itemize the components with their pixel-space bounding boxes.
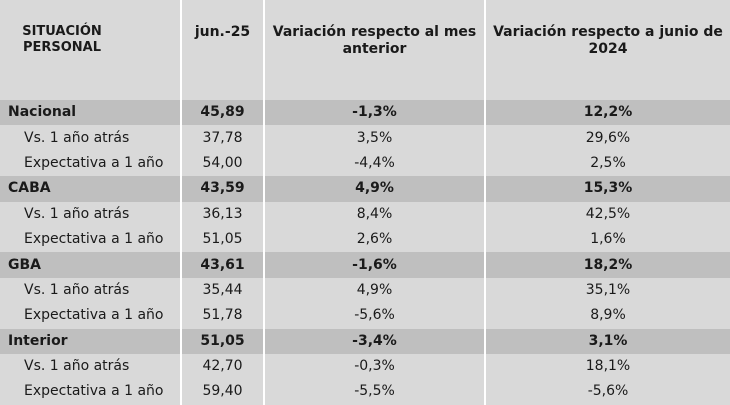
table-row: Expectativa a 1 año 54,00 -4,4% 2,5%	[0, 150, 730, 177]
table-body: Nacional 45,89 -1,3% 12,2% Vs. 1 año atr…	[0, 100, 730, 405]
row-var-anual: -5,6%	[587, 383, 629, 400]
table-row-caba: CABA 43,59 4,9% 15,3%	[0, 176, 730, 202]
row-label: Interior	[0, 328, 182, 354]
row-var-mes: -0,3%	[264, 353, 486, 380]
row-var-anual: 42,5%	[585, 205, 631, 222]
table-row: Vs. 1 año atrás 35,44 4,9% 35,1%	[0, 277, 730, 304]
table-header: SITUACIÓN PERSONAL jun.-25 Variación res…	[0, 0, 730, 100]
row-label: Vs. 1 año atrás	[0, 201, 182, 227]
row-label: Nacional	[0, 100, 182, 126]
row-var-anual: 2,5%	[590, 154, 626, 171]
row-var-mes: 8,4%	[264, 201, 486, 227]
row-var-anual: 35,1%	[585, 281, 631, 298]
table-row: Vs. 1 año atrás 36,13 8,4% 42,5%	[0, 201, 730, 227]
row-var-anual: 29,6%	[585, 129, 631, 146]
table-row: Expectativa a 1 año 51,78 -5,6% 8,9%	[0, 303, 730, 329]
row-value: 45,89	[181, 100, 265, 126]
row-value: 43,59	[181, 176, 265, 202]
row-var-mes: -3,4%	[264, 328, 486, 354]
row-var-anual: 18,1%	[585, 358, 631, 375]
table-row: Expectativa a 1 año 59,40 -5,5% -5,6%	[0, 379, 730, 405]
row-label: Expectativa a 1 año	[0, 303, 182, 329]
row-value: 36,13	[181, 201, 265, 227]
row-var-mes: -5,6%	[264, 303, 486, 329]
header-period: jun.-25	[181, 0, 265, 100]
row-label: Expectativa a 1 año	[0, 226, 182, 253]
row-label: Vs. 1 año atrás	[0, 277, 182, 304]
row-label: Vs. 1 año atrás	[0, 353, 182, 380]
row-value: 54,00	[181, 150, 265, 177]
row-value: 43,61	[181, 252, 265, 278]
row-var-mes: -1,3%	[264, 100, 486, 126]
row-var-anual: 18,2%	[485, 252, 730, 278]
row-value: 51,78	[181, 303, 265, 329]
row-value: 35,44	[181, 277, 265, 304]
row-value: 59,40	[181, 379, 265, 405]
row-var-anual: 1,6%	[590, 231, 626, 248]
row-label: CABA	[0, 176, 182, 202]
row-value: 51,05	[181, 226, 265, 253]
row-var-anual: 12,2%	[485, 100, 730, 126]
row-var-anual: 3,1%	[485, 328, 730, 354]
row-label: GBA	[0, 252, 182, 278]
table-row-nacional: Nacional 45,89 -1,3% 12,2%	[0, 100, 730, 126]
row-var-anual: 15,3%	[485, 176, 730, 202]
row-value: 42,70	[181, 353, 265, 380]
table-row: Vs. 1 año atrás 42,70 -0,3% 18,1%	[0, 353, 730, 380]
row-value: 51,05	[181, 328, 265, 354]
row-var-mes: 4,9%	[264, 277, 486, 304]
row-var-mes: -4,4%	[264, 150, 486, 177]
row-label: Expectativa a 1 año	[0, 379, 182, 405]
header-monthly-variation: Variación respecto al mes anterior	[264, 0, 486, 100]
row-var-mes: -5,5%	[264, 379, 486, 405]
table-row: Expectativa a 1 año 51,05 2,6% 1,6%	[0, 226, 730, 253]
table-row-gba: GBA 43,61 -1,6% 18,2%	[0, 252, 730, 278]
row-label: Vs. 1 año atrás	[0, 125, 182, 151]
row-label: Expectativa a 1 año	[0, 150, 182, 177]
row-var-mes: 2,6%	[264, 226, 486, 253]
table-row-interior: Interior 51,05 -3,4% 3,1%	[0, 328, 730, 354]
table-row: Vs. 1 año atrás 37,78 3,5% 29,6%	[0, 125, 730, 151]
header-yearly-variation: Variación respecto a junio de 2024	[493, 24, 723, 57]
row-var-mes: 3,5%	[264, 125, 486, 151]
header-situacion-personal: SITUACIÓN PERSONAL	[0, 0, 182, 100]
row-value: 37,78	[181, 125, 265, 151]
row-var-mes: 4,9%	[264, 176, 486, 202]
row-var-mes: -1,6%	[264, 252, 486, 278]
row-var-anual: 8,9%	[590, 307, 626, 324]
